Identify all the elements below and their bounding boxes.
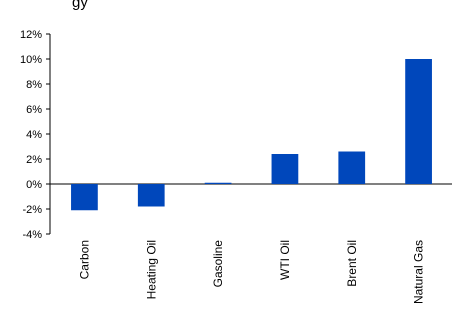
y-tick-label: 0% <box>26 179 42 191</box>
chart-title-fragment: gy <box>72 0 88 11</box>
y-tick-label: 10% <box>20 54 42 66</box>
bar <box>405 59 432 184</box>
y-tick-label: -4% <box>22 229 42 241</box>
y-tick-label: -2% <box>22 204 42 216</box>
y-tick-label: 6% <box>26 104 42 116</box>
bar <box>204 182 232 184</box>
bar <box>271 154 299 184</box>
category-label: Carbon <box>77 240 91 279</box>
category-label: Brent Oil <box>345 240 359 287</box>
bar <box>338 151 366 184</box>
y-tick-label: 8% <box>26 79 42 91</box>
bar <box>71 184 98 211</box>
category-label: WTI Oil <box>278 240 292 280</box>
category-label: Gasoline <box>211 240 225 288</box>
y-tick-label: 12% <box>20 29 42 41</box>
category-label: Heating Oil <box>144 240 158 299</box>
category-label: Natural Gas <box>412 240 426 304</box>
y-tick-label: 2% <box>26 154 42 166</box>
bar <box>137 184 165 207</box>
y-tick-label: 4% <box>26 129 42 141</box>
